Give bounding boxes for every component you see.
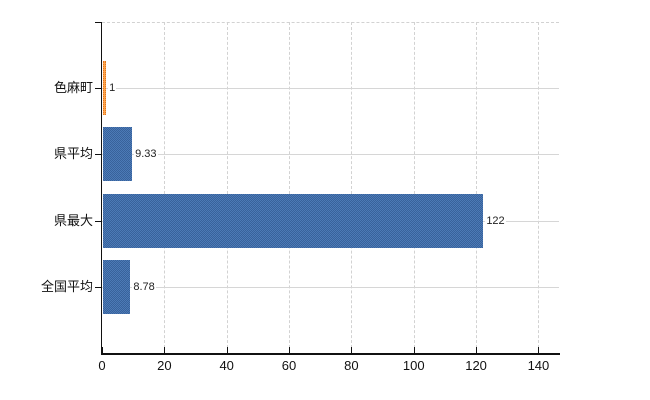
x-axis-label-20: 20: [157, 358, 172, 373]
y-axis-line: [100, 22, 102, 354]
bar-row-3: [103, 259, 131, 314]
x-axis-label-0: 0: [98, 358, 106, 373]
y-axis-label-row-2: 県最大: [53, 212, 93, 228]
y-axis-label-row-1: 県平均: [53, 146, 93, 162]
h-gridline-row-1: [102, 154, 559, 156]
x-axis-label-120: 120: [465, 358, 487, 373]
x-axis-label-40: 40: [219, 358, 234, 373]
x-axis-label-140: 140: [527, 358, 550, 373]
bar-row-0: [103, 61, 107, 116]
h-gridline-row-0: [102, 88, 559, 90]
y-tick-row-2: [95, 220, 101, 222]
plot-top-border: [102, 22, 559, 23]
y-axis-label-row-0: 色麻町: [53, 80, 93, 96]
y-tick-row-1: [95, 154, 101, 156]
x-tick-140: [538, 347, 540, 353]
v-gridline-100: [413, 22, 415, 353]
v-gridline-120: [476, 22, 478, 353]
x-tick-60: [289, 347, 291, 353]
x-tick-120: [476, 347, 478, 353]
x-tick-80: [351, 347, 353, 353]
v-gridline-80: [351, 22, 353, 353]
x-tick-100: [413, 347, 415, 353]
x-axis-label-80: 80: [344, 358, 359, 373]
x-tick-40: [226, 347, 228, 353]
v-gridline-140: [538, 22, 540, 353]
bar-row-2: [103, 193, 484, 248]
y-axis-label-row-3: 全国平均: [40, 278, 93, 294]
bar-row-1: [103, 127, 133, 182]
h-gridline-row-3: [102, 286, 559, 288]
x-axis-label-100: 100: [402, 358, 425, 373]
value-label-row-1: 9.33: [134, 147, 158, 162]
value-label-row-0: 1: [108, 81, 117, 96]
x-tick-20: [164, 347, 166, 353]
y-tick-row-3: [95, 286, 101, 288]
x-axis-line: [100, 353, 560, 355]
x-tick-0: [102, 347, 103, 353]
y-axis-top-tick: [95, 22, 101, 23]
x-axis-label-60: 60: [281, 358, 297, 373]
v-gridline-20: [164, 22, 166, 353]
v-gridline-40: [226, 22, 228, 353]
v-gridline-60: [289, 22, 291, 353]
value-label-row-3: 8.78: [132, 279, 156, 294]
y-tick-row-0: [95, 88, 101, 90]
value-label-row-2: 122: [485, 213, 506, 228]
